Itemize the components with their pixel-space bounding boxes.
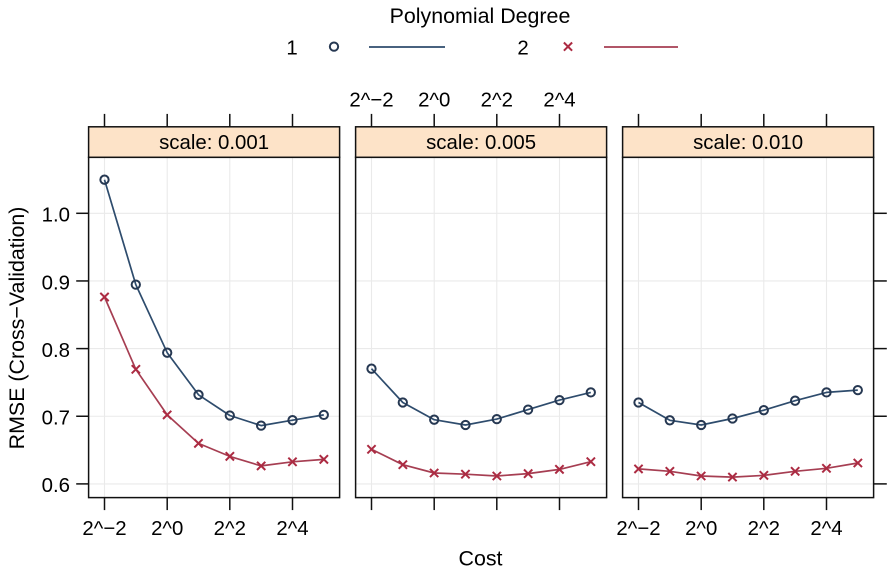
svg-text:0.8: 0.8: [42, 340, 70, 362]
svg-text:2^4: 2^4: [276, 518, 308, 540]
svg-text:0.6: 0.6: [42, 475, 70, 497]
svg-text:2^−2: 2^−2: [349, 90, 393, 112]
svg-text:Cost: Cost: [459, 547, 503, 571]
svg-text:2^−2: 2^−2: [82, 518, 126, 540]
svg-text:2^0: 2^0: [418, 90, 450, 112]
svg-text:1: 1: [286, 37, 297, 59]
svg-text:2^−2: 2^−2: [616, 518, 660, 540]
svg-text:2: 2: [517, 37, 528, 59]
svg-text:scale: 0.001: scale: 0.001: [159, 132, 269, 154]
svg-text:2^4: 2^4: [543, 90, 575, 112]
svg-text:1.0: 1.0: [42, 205, 70, 227]
svg-text:scale: 0.010: scale: 0.010: [693, 132, 803, 154]
svg-text:2^0: 2^0: [151, 518, 183, 540]
svg-text:2^2: 2^2: [481, 90, 513, 112]
svg-text:0.7: 0.7: [42, 408, 70, 430]
svg-text:scale: 0.005: scale: 0.005: [426, 132, 536, 154]
svg-text:RMSE (Cross−Validation): RMSE (Cross−Validation): [5, 207, 29, 450]
svg-text:2^2: 2^2: [214, 518, 246, 540]
svg-text:2^0: 2^0: [685, 518, 717, 540]
svg-text:0.9: 0.9: [42, 272, 70, 294]
svg-text:2^2: 2^2: [748, 518, 780, 540]
svg-text:Polynomial Degree: Polynomial Degree: [390, 4, 571, 28]
svg-text:2^4: 2^4: [810, 518, 842, 540]
